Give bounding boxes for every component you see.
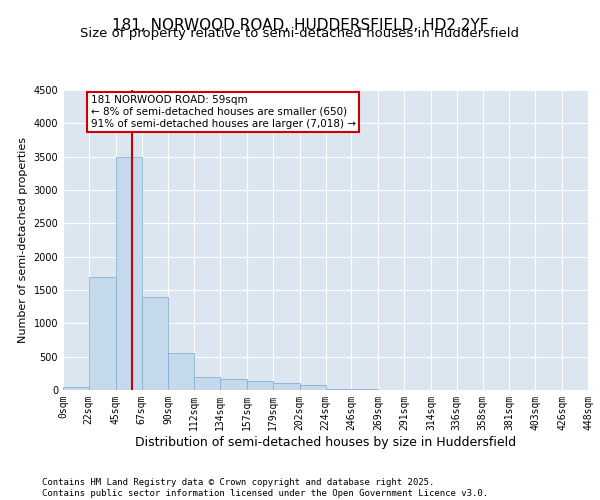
Bar bbox=[325, 388, 351, 390]
Text: Contains HM Land Registry data © Crown copyright and database right 2025.
Contai: Contains HM Land Registry data © Crown c… bbox=[42, 478, 488, 498]
Text: 181, NORWOOD ROAD, HUDDERSFIELD, HD2 2YF: 181, NORWOOD ROAD, HUDDERSFIELD, HD2 2YF bbox=[112, 18, 488, 32]
Bar bbox=[247, 380, 273, 390]
Bar bbox=[63, 386, 89, 390]
Text: 181 NORWOOD ROAD: 59sqm
← 8% of semi-detached houses are smaller (650)
91% of se: 181 NORWOOD ROAD: 59sqm ← 8% of semi-det… bbox=[91, 96, 356, 128]
Bar bbox=[169, 354, 194, 390]
Bar bbox=[194, 376, 220, 390]
Y-axis label: Number of semi-detached properties: Number of semi-detached properties bbox=[18, 137, 28, 343]
Bar bbox=[116, 156, 142, 390]
Text: Size of property relative to semi-detached houses in Huddersfield: Size of property relative to semi-detach… bbox=[80, 28, 520, 40]
X-axis label: Distribution of semi-detached houses by size in Huddersfield: Distribution of semi-detached houses by … bbox=[135, 436, 516, 448]
Bar bbox=[89, 276, 116, 390]
Bar bbox=[273, 384, 300, 390]
Bar bbox=[142, 296, 169, 390]
Bar bbox=[220, 378, 247, 390]
Bar bbox=[300, 385, 325, 390]
